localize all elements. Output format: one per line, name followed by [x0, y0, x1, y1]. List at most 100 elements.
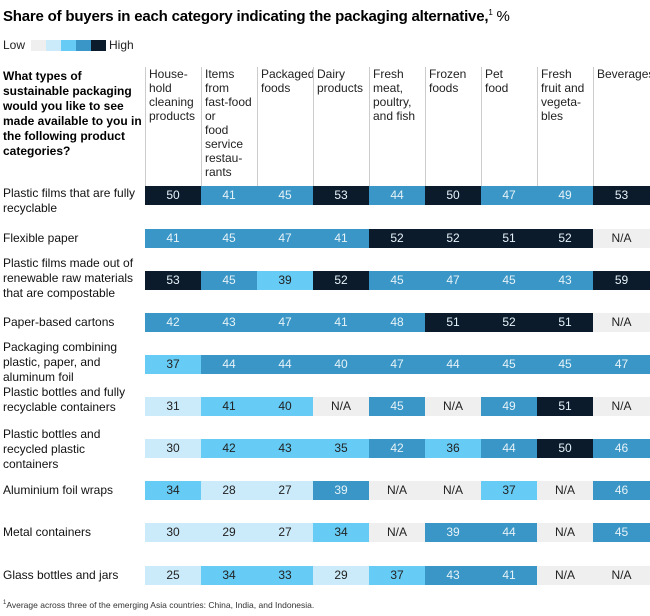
heatmap-cell: N/A — [537, 566, 593, 585]
column-header: Fresh fruit and vegeta- bles — [537, 67, 593, 186]
heatmap-cell: 47 — [369, 355, 425, 374]
heatmap-cell: 27 — [257, 481, 313, 500]
heatmap-cell: 43 — [537, 271, 593, 290]
footnote: 1Average across three of the emerging As… — [3, 600, 315, 610]
heatmap-cell: 45 — [201, 229, 257, 248]
row-label: Glass bottles and jars — [3, 568, 119, 582]
heatmap-cell: 37 — [369, 566, 425, 585]
heatmap-cell: N/A — [313, 397, 369, 416]
heatmap-cell: 46 — [593, 439, 650, 458]
heatmap-cell: 34 — [313, 523, 369, 542]
heatmap-cell: 45 — [369, 271, 425, 290]
heatmap-cell: 43 — [201, 313, 257, 332]
column-header: Pet food — [481, 67, 537, 186]
heatmap-cell: 45 — [481, 355, 537, 374]
legend-low-label: Low — [3, 38, 26, 52]
heatmap-cell: 41 — [313, 313, 369, 332]
heatmap-cell: 40 — [257, 397, 313, 416]
heatmap-cell: 41 — [313, 229, 369, 248]
heatmap-cell: 52 — [313, 271, 369, 290]
row-label: Plastic films made out of renewable raw … — [3, 256, 134, 300]
heatmap-cell: 31 — [145, 397, 201, 416]
heatmap-cell: 44 — [425, 355, 481, 374]
heatmap-cell: 42 — [201, 439, 257, 458]
heatmap-cell: 44 — [481, 523, 537, 542]
heatmap-cell: 50 — [537, 439, 593, 458]
heatmap-cell: 37 — [481, 481, 537, 500]
heatmap-cell: 59 — [593, 271, 650, 290]
heatmap-cell: 44 — [369, 186, 425, 205]
heatmap-cell: 39 — [313, 481, 369, 500]
heatmap-cell: 44 — [257, 355, 313, 374]
heatmap-cell: 51 — [537, 313, 593, 332]
heatmap-cell: 45 — [593, 523, 650, 542]
heatmap-cell: 41 — [145, 229, 201, 248]
legend-swatch — [76, 39, 92, 51]
heatmap-cell: 34 — [145, 481, 201, 500]
heatmap-cell: N/A — [593, 313, 650, 332]
column-header: Beverages — [593, 67, 650, 186]
legend-swatch — [91, 39, 107, 51]
heatmap-cell: 52 — [537, 229, 593, 248]
heatmap-cell: 45 — [201, 271, 257, 290]
heatmap-cell: 42 — [369, 439, 425, 458]
heatmap-cell: 52 — [369, 229, 425, 248]
heatmap-cell: N/A — [369, 481, 425, 500]
heatmap-cell: 44 — [201, 355, 257, 374]
heatmap-cell: 49 — [537, 186, 593, 205]
heatmap-cell: 41 — [201, 397, 257, 416]
column-header: Packaged foods — [257, 67, 314, 186]
heatmap-cell: 53 — [593, 186, 650, 205]
heatmap-cell: 47 — [425, 271, 481, 290]
row-label: Plastic films that are fully recyclable — [3, 186, 136, 215]
heatmap-cell: 46 — [593, 481, 650, 500]
heatmap-cell: 51 — [425, 313, 481, 332]
heatmap-cell: 30 — [145, 439, 201, 458]
row-label: Plastic bottles and fully recyclable con… — [3, 385, 126, 414]
heatmap-cell: 29 — [313, 566, 369, 585]
row-label: Packaging combining plastic, paper, and … — [3, 340, 118, 384]
heatmap-cell: N/A — [537, 481, 593, 500]
heatmap-cell: 53 — [313, 186, 369, 205]
heatmap-cell: 33 — [257, 566, 313, 585]
row-label: Paper-based cartons — [3, 315, 115, 329]
heatmap-cell: 45 — [537, 355, 593, 374]
heatmap-cell: 51 — [537, 397, 593, 416]
column-header: Items from fast-food or food service res… — [201, 67, 257, 186]
heatmap-cell: 53 — [145, 271, 201, 290]
heatmap-cell: 39 — [257, 271, 313, 290]
heatmap-cell: 47 — [481, 186, 537, 205]
column-header: Fresh meat, poultry, and fish — [369, 67, 425, 186]
heatmap-cell: 25 — [145, 566, 201, 585]
legend-swatch — [46, 39, 62, 51]
heatmap-cell: 52 — [425, 229, 481, 248]
heatmap-cell: N/A — [593, 566, 650, 585]
heatmap-cell: 35 — [313, 439, 369, 458]
heatmap-cell: 43 — [425, 566, 481, 585]
heatmap-cell: 47 — [257, 313, 313, 332]
heatmap-cell: 48 — [369, 313, 425, 332]
heatmap-cell: 39 — [425, 523, 481, 542]
legend-swatch — [31, 39, 47, 51]
heatmap-cell: 47 — [593, 355, 650, 374]
heatmap-cell: N/A — [537, 523, 593, 542]
heatmap-cell: 47 — [257, 229, 313, 248]
heatmap-cell: N/A — [593, 229, 650, 248]
heatmap-cell: 28 — [201, 481, 257, 500]
legend: Low High — [3, 38, 134, 52]
column-header: Dairy products — [313, 67, 369, 186]
heatmap-cell: 41 — [481, 566, 537, 585]
heatmap-cell: 27 — [257, 523, 313, 542]
heatmap-cell: 50 — [145, 186, 201, 205]
heatmap-cell: 41 — [201, 186, 257, 205]
heatmap-cell: N/A — [425, 397, 481, 416]
heatmap-cell: 45 — [481, 271, 537, 290]
legend-swatch — [61, 39, 77, 51]
row-label: Flexible paper — [3, 231, 79, 245]
heatmap-cell: 42 — [145, 313, 201, 332]
heatmap-cell: 44 — [481, 439, 537, 458]
heatmap-cell: 45 — [369, 397, 425, 416]
column-header: Frozen foods — [425, 67, 481, 186]
heatmap-cell: N/A — [369, 523, 425, 542]
heatmap-cell: 37 — [145, 355, 201, 374]
